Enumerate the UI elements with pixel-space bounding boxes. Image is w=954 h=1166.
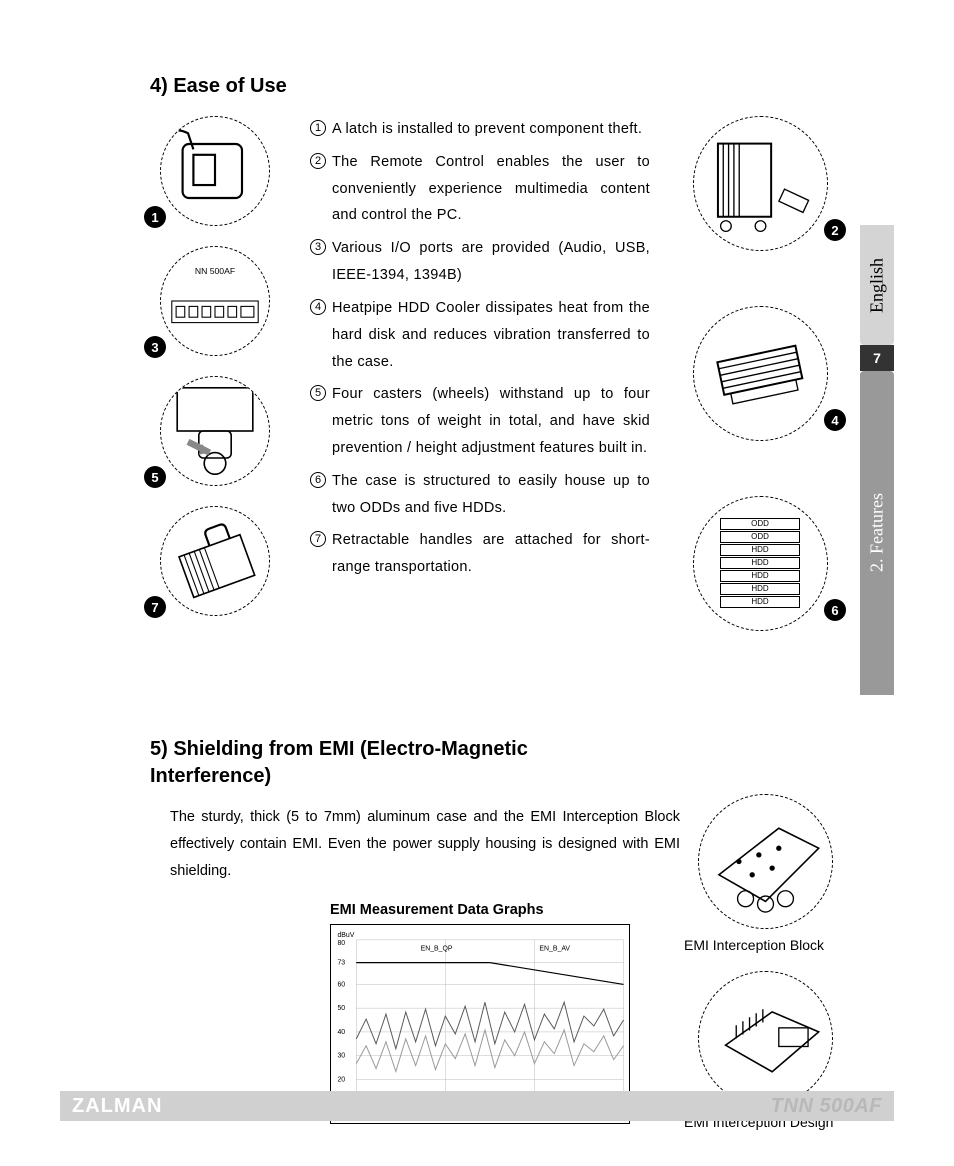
svg-text:50: 50 [337,1006,345,1013]
hdd-slot: HDD [720,596,800,608]
svg-text:80: 80 [337,940,345,947]
hdd-cooler-illustration [694,307,827,440]
drive-bay-illustration: ODD ODD HDD HDD HDD HDD HDD [720,518,800,609]
svg-text:NN 500AF: NN 500AF [195,266,235,276]
footer-bar: ZALMAN TNN 500AF [60,1091,894,1121]
figure-4: 4 [680,306,840,441]
svg-text:73: 73 [337,960,345,967]
emi-design-illustration [699,972,832,1105]
latch-illustration [161,117,269,225]
list-item: 1A latch is installed to prevent compone… [310,116,650,143]
badge-4: 4 [824,409,846,431]
svg-text:EN_B_AV: EN_B_AV [539,946,570,953]
list-item: 3Various I/O ports are provided (Audio, … [310,235,650,289]
list-item: 7Retractable handles are attached for sh… [310,527,650,581]
caster-illustration [161,377,269,485]
emi-design-figure [680,971,850,1106]
ease-of-use-block: 1 NN 500AF 3 5 7 2 4 [150,116,894,726]
hdd-slot: HDD [720,544,800,556]
svg-text:EN_B_QP: EN_B_QP [421,946,453,953]
badge-5: 5 [144,466,166,488]
emi-block-caption: EMI Interception Block [680,937,850,953]
emi-block-figure [680,794,850,929]
remote-illustration [694,117,827,250]
figure-6: ODD ODD HDD HDD HDD HDD HDD 6 [680,496,840,631]
badge-7: 7 [144,596,166,618]
list-item: 5Four casters (wheels) withstand up to f… [310,381,650,461]
svg-text:30: 30 [337,1053,345,1060]
handle-illustration [161,507,269,615]
list-item: 4Heatpipe HDD Cooler dissipates heat fro… [310,295,650,375]
svg-text:20: 20 [337,1077,345,1084]
feature-list: 1A latch is installed to prevent compone… [310,116,650,581]
list-item: 2The Remote Control enables the user to … [310,149,650,229]
hdd-slot: HDD [720,557,800,569]
svg-text:40: 40 [337,1029,345,1036]
emi-block-illustration [699,795,832,928]
badge-6: 6 [824,599,846,621]
section4-heading: 4) Ease of Use [150,75,894,98]
badge-2: 2 [824,219,846,241]
svg-text:dBuV: dBuV [337,932,354,939]
figure-1: 1 [150,116,280,226]
right-figure-column: 2 4 ODD ODD HDD HDD HDD HDD HDD [680,116,840,686]
odd-slot: ODD [720,531,800,543]
model-name: TNN 500AF [771,1095,882,1118]
figure-5: 5 [150,376,280,486]
brand-logo: ZALMAN [72,1095,162,1118]
list-item: 6The case is structured to easily house … [310,468,650,522]
io-ports-illustration: NN 500AF [161,247,269,355]
section5: 5) Shielding from EMI (Electro-Magnetic … [150,736,894,1124]
left-figure-column: 1 NN 500AF 3 5 7 [150,116,280,636]
section5-heading: 5) Shielding from EMI (Electro-Magnetic … [150,736,610,790]
hdd-slot: HDD [720,583,800,595]
svg-text:60: 60 [337,982,345,989]
odd-slot: ODD [720,518,800,530]
hdd-slot: HDD [720,570,800,582]
section5-body: The sturdy, thick (5 to 7mm) aluminum ca… [170,804,680,884]
badge-3: 3 [144,336,166,358]
figure-3: NN 500AF 3 [150,246,280,356]
badge-1: 1 [144,206,166,228]
figure-7: 7 [150,506,280,616]
figure-2: 2 [680,116,840,251]
